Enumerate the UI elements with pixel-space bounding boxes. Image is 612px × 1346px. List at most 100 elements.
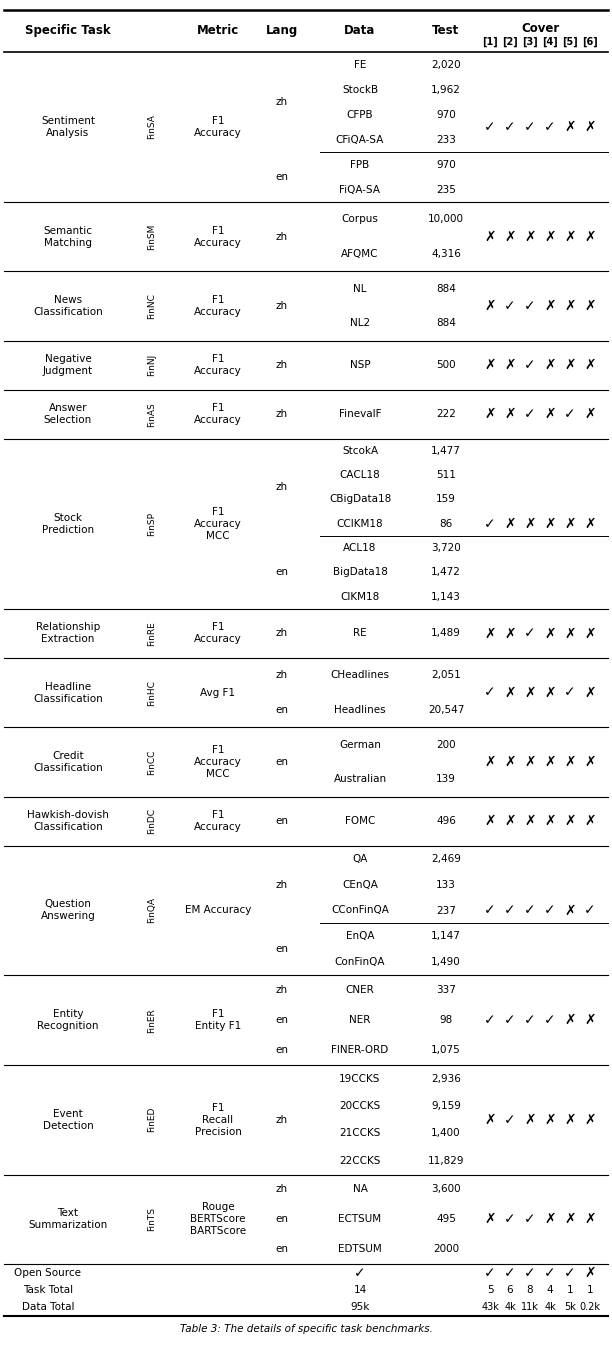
Text: 10,000: 10,000	[428, 214, 464, 225]
Text: Accuracy: Accuracy	[194, 238, 242, 248]
Text: ✓: ✓	[504, 1213, 516, 1226]
Text: 1,472: 1,472	[431, 568, 461, 577]
Text: Accuracy: Accuracy	[194, 415, 242, 425]
Text: ✓: ✓	[524, 120, 536, 135]
Text: FinER: FinER	[147, 1008, 157, 1032]
Text: ✗: ✗	[524, 814, 536, 828]
Text: 5k: 5k	[564, 1303, 576, 1312]
Text: Answering: Answering	[40, 911, 95, 922]
Text: ✗: ✗	[524, 517, 536, 530]
Text: ✗: ✗	[584, 406, 596, 421]
Text: FinevalF: FinevalF	[339, 409, 381, 419]
Text: FinHC: FinHC	[147, 680, 157, 705]
Text: CBigData18: CBigData18	[329, 494, 391, 505]
Text: Classification: Classification	[33, 693, 103, 704]
Text: 43k: 43k	[481, 1303, 499, 1312]
Text: 200: 200	[436, 739, 456, 750]
Text: ✗: ✗	[564, 626, 576, 641]
Text: Extraction: Extraction	[42, 634, 95, 645]
Text: AFQMC: AFQMC	[341, 249, 379, 258]
Text: ✗: ✗	[584, 1014, 596, 1027]
Text: en: en	[275, 1214, 288, 1225]
Text: ✓: ✓	[524, 903, 536, 918]
Text: [3]: [3]	[522, 36, 538, 47]
Text: ✗: ✗	[524, 1113, 536, 1127]
Text: CNER: CNER	[346, 985, 375, 995]
Text: ✗: ✗	[564, 1113, 576, 1127]
Text: ✗: ✗	[584, 685, 596, 700]
Text: FinCC: FinCC	[147, 750, 157, 774]
Text: 86: 86	[439, 518, 453, 529]
Text: 11,829: 11,829	[428, 1156, 465, 1166]
Text: 235: 235	[436, 184, 456, 195]
Text: 1,962: 1,962	[431, 85, 461, 94]
Text: Selection: Selection	[44, 415, 92, 425]
Text: [5]: [5]	[562, 36, 578, 47]
Text: ✗: ✗	[584, 120, 596, 135]
Text: 20CCKS: 20CCKS	[340, 1101, 381, 1110]
Text: CFiQA-SA: CFiQA-SA	[336, 135, 384, 144]
Text: 22CCKS: 22CCKS	[339, 1156, 381, 1166]
Text: 8: 8	[527, 1285, 533, 1295]
Text: 4k: 4k	[504, 1303, 516, 1312]
Text: ✗: ✗	[564, 230, 576, 244]
Text: ✗: ✗	[584, 1113, 596, 1127]
Text: ✗: ✗	[544, 358, 556, 371]
Text: 6: 6	[507, 1285, 513, 1295]
Text: ✗: ✗	[544, 406, 556, 421]
Text: 970: 970	[436, 160, 456, 170]
Text: ✗: ✗	[544, 517, 556, 530]
Text: ✗: ✗	[504, 358, 516, 371]
Text: ✗: ✗	[484, 755, 496, 769]
Text: ✗: ✗	[584, 517, 596, 530]
Text: Accuracy: Accuracy	[194, 307, 242, 316]
Text: ✗: ✗	[584, 230, 596, 244]
Text: ✓: ✓	[524, 358, 536, 371]
Text: ✗: ✗	[564, 517, 576, 530]
Text: zh: zh	[276, 302, 288, 311]
Text: Headline: Headline	[45, 681, 91, 692]
Text: ✗: ✗	[564, 1014, 576, 1027]
Text: Metric: Metric	[197, 24, 239, 36]
Text: Accuracy: Accuracy	[194, 756, 242, 767]
Text: CACL18: CACL18	[340, 470, 381, 481]
Text: ✗: ✗	[524, 755, 536, 769]
Text: ✓: ✓	[484, 685, 496, 700]
Text: ✗: ✗	[484, 358, 496, 371]
Text: 133: 133	[436, 879, 456, 890]
Text: EnQA: EnQA	[346, 931, 375, 941]
Text: NA: NA	[353, 1184, 367, 1194]
Text: Data: Data	[345, 24, 376, 36]
Text: ConFinQA: ConFinQA	[335, 957, 385, 968]
Text: EM Accuracy: EM Accuracy	[185, 906, 251, 915]
Text: CFPB: CFPB	[346, 109, 373, 120]
Text: 11k: 11k	[521, 1303, 539, 1312]
Text: 159: 159	[436, 494, 456, 505]
Text: NSP: NSP	[349, 361, 370, 370]
Text: Judgment: Judgment	[43, 366, 93, 376]
Text: Task Total: Task Total	[23, 1285, 73, 1295]
Text: NL2: NL2	[350, 318, 370, 328]
Text: ✗: ✗	[484, 230, 496, 244]
Text: ✓: ✓	[524, 299, 536, 312]
Text: F1: F1	[212, 744, 224, 755]
Text: ✗: ✗	[484, 814, 496, 828]
Text: 1: 1	[587, 1285, 593, 1295]
Text: FinTS: FinTS	[147, 1207, 157, 1232]
Text: 1,143: 1,143	[431, 592, 461, 602]
Text: [4]: [4]	[542, 36, 558, 47]
Text: ✗: ✗	[484, 406, 496, 421]
Text: ✓: ✓	[354, 1265, 366, 1280]
Text: Analysis: Analysis	[47, 128, 89, 139]
Text: ✗: ✗	[584, 1265, 596, 1280]
Text: BigData18: BigData18	[332, 568, 387, 577]
Text: zh: zh	[276, 1184, 288, 1194]
Text: ✗: ✗	[524, 230, 536, 244]
Text: ACL18: ACL18	[343, 544, 377, 553]
Text: Semantic: Semantic	[43, 226, 92, 236]
Text: ✗: ✗	[584, 814, 596, 828]
Text: zh: zh	[276, 1114, 288, 1125]
Text: F1: F1	[212, 622, 224, 633]
Text: Hawkish-dovish: Hawkish-dovish	[27, 810, 109, 820]
Text: Headlines: Headlines	[334, 705, 386, 715]
